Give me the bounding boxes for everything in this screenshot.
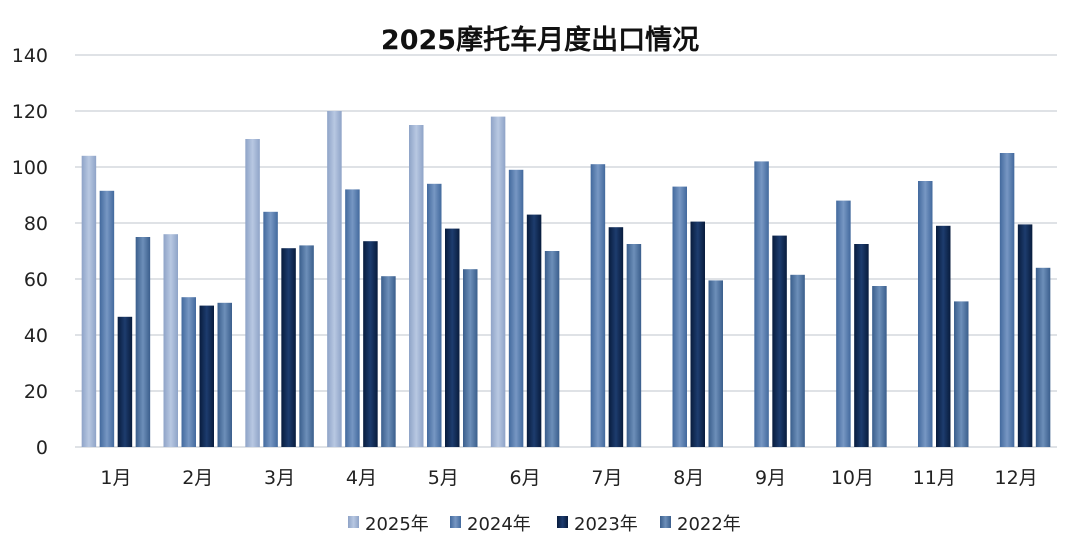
- bar-2022年-12月: [1035, 267, 1051, 447]
- bar-2023年-10月: [854, 244, 869, 447]
- bar-2024年-1月: [99, 190, 115, 448]
- bar-2024年-3月: [263, 211, 278, 447]
- y-tick-label: 20: [24, 381, 48, 403]
- bar-2024年-10月: [836, 200, 851, 447]
- bar-2023年-1月: [117, 316, 133, 447]
- chart-title: 2025摩托车月度出口情况: [381, 24, 699, 56]
- bar-2024年-12月: [999, 153, 1015, 447]
- y-tick-label: 0: [36, 437, 48, 459]
- bar-2025年-4月: [327, 111, 342, 447]
- x-tick-label: 6月: [510, 467, 541, 489]
- x-tick-label: 10月: [831, 467, 874, 489]
- x-tick-label: 8月: [673, 467, 704, 489]
- legend-swatch: [660, 516, 671, 528]
- bar-2023年-9月: [772, 235, 787, 447]
- bar-2024年-7月: [590, 164, 606, 447]
- y-tick-label: 120: [12, 101, 48, 123]
- bar-2024年-4月: [345, 189, 360, 447]
- x-tick-label: 2月: [182, 467, 213, 489]
- bar-2022年-2月: [217, 302, 232, 447]
- gridlines: [75, 54, 1057, 448]
- bar-2023年-4月: [363, 241, 378, 447]
- legend: 2025年 2024年 2023年 2022年: [348, 514, 741, 535]
- legend-label: 2022年: [677, 514, 741, 535]
- y-tick-label: 40: [24, 325, 48, 347]
- x-axis-ticks: 1月 2月 3月 4月 5月 6月 7月 8月 9月 10月 11月 12月: [100, 467, 1037, 489]
- bar-2022年-4月: [381, 276, 396, 447]
- bar-2022年-10月: [872, 286, 887, 447]
- x-tick-label: 12月: [994, 467, 1037, 489]
- bar-2023年-6月: [526, 214, 542, 447]
- x-tick-label: 4月: [346, 467, 377, 489]
- bar-2023年-8月: [690, 221, 705, 447]
- y-axis-ticks: 0 20 40 60 80 100 120 140: [12, 45, 48, 459]
- legend-swatch: [348, 516, 359, 528]
- x-tick-label: 7月: [591, 467, 622, 489]
- y-tick-label: 100: [12, 157, 48, 179]
- bar-2022年-9月: [790, 274, 805, 447]
- bar-2022年-1月: [135, 237, 151, 447]
- bar-2024年-5月: [427, 183, 442, 448]
- bar-2025年-5月: [409, 125, 424, 447]
- bar-2022年-11月: [954, 301, 969, 447]
- legend-label: 2023年: [574, 514, 638, 535]
- legend-label: 2024年: [467, 514, 531, 535]
- x-tick-label: 9月: [755, 467, 786, 489]
- bar-2025年-1月: [81, 155, 97, 448]
- y-tick-label: 140: [12, 45, 48, 67]
- bar-2023年-5月: [445, 228, 460, 447]
- bar-2023年-12月: [1017, 224, 1033, 447]
- bar-2022年-3月: [299, 245, 314, 447]
- bar-2024年-2月: [181, 297, 196, 447]
- bar-2024年-9月: [754, 161, 769, 447]
- y-tick-label: 80: [24, 213, 48, 235]
- legend-swatch: [557, 516, 568, 528]
- bar-2025年-3月: [245, 139, 260, 447]
- bar-2022年-8月: [708, 280, 723, 447]
- bar-2023年-2月: [199, 305, 214, 447]
- bars: [81, 111, 1051, 448]
- bar-2022年-6月: [544, 251, 560, 447]
- legend-label: 2025年: [365, 514, 429, 535]
- bar-2025年-6月: [490, 116, 506, 447]
- bar-2024年-6月: [508, 169, 524, 448]
- x-tick-label: 5月: [428, 467, 459, 489]
- x-tick-label: 3月: [264, 467, 295, 489]
- y-tick-label: 60: [24, 269, 48, 291]
- legend-swatch: [450, 516, 461, 528]
- bar-2023年-11月: [936, 225, 951, 447]
- bar-2022年-7月: [626, 244, 642, 447]
- bar-2025年-2月: [163, 234, 178, 447]
- bar-2024年-11月: [918, 181, 933, 447]
- bar-2023年-7月: [608, 227, 624, 447]
- bar-2022年-5月: [463, 269, 478, 447]
- bar-2023年-3月: [281, 248, 296, 447]
- x-tick-label: 1月: [100, 467, 131, 489]
- bar-2024年-8月: [672, 186, 687, 447]
- x-tick-label: 11月: [913, 467, 956, 489]
